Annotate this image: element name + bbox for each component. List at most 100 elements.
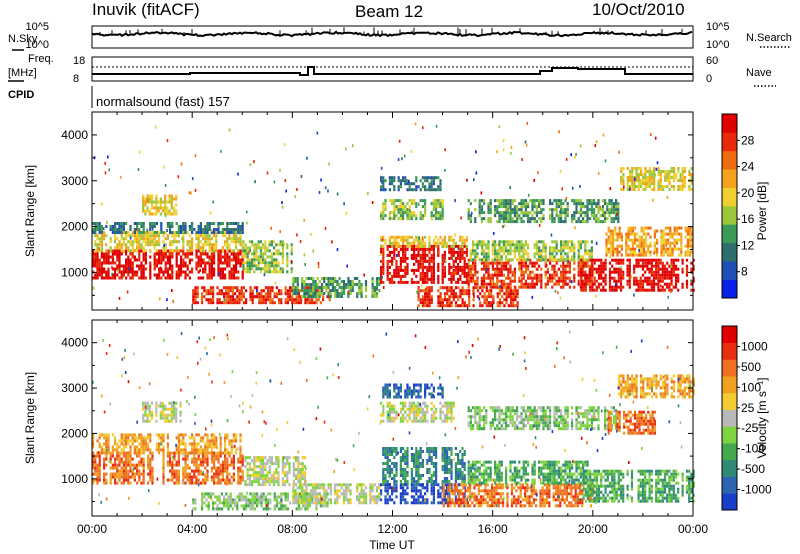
power-cell — [634, 247, 637, 251]
power-cell — [498, 304, 502, 308]
power-cell — [439, 214, 442, 218]
power-cell — [248, 246, 251, 250]
power-cell — [153, 255, 156, 259]
power-cell — [498, 292, 502, 296]
power-cell — [238, 289, 241, 293]
power-cell — [173, 237, 176, 241]
power-cell — [217, 249, 220, 253]
power-cell — [169, 258, 172, 262]
power-cell — [529, 261, 532, 265]
power-cell — [172, 206, 176, 210]
velocity-cell — [166, 460, 169, 464]
power-cell — [601, 208, 604, 212]
power-cell — [248, 249, 251, 253]
power-cell — [421, 199, 424, 203]
power-cell — [380, 265, 383, 269]
power-cell — [334, 295, 337, 298]
velocity-cell — [197, 454, 200, 458]
power-cell — [617, 258, 620, 262]
power-cell — [577, 258, 580, 262]
power-cell — [155, 240, 158, 244]
power-cell — [593, 279, 596, 283]
power-cell — [155, 252, 158, 256]
power-cell — [388, 280, 391, 284]
power-cell — [513, 285, 516, 289]
power-cell — [611, 270, 614, 274]
velocity-cell — [213, 463, 216, 467]
power-cell — [655, 273, 658, 277]
power-cell — [568, 261, 571, 265]
power-cell — [675, 238, 678, 242]
power-cell — [613, 267, 616, 271]
power-cell — [573, 258, 576, 262]
power-cell — [109, 261, 112, 265]
power-cell — [566, 264, 569, 268]
power-cell — [564, 270, 567, 274]
power-cell — [459, 274, 462, 278]
power-cell — [419, 247, 422, 251]
power-cell — [388, 211, 391, 215]
power-cell — [589, 279, 592, 283]
power-cell — [399, 274, 402, 278]
power-cell — [142, 273, 145, 277]
power-cell — [579, 211, 582, 215]
power-cell — [266, 270, 269, 274]
power-cell — [404, 265, 407, 269]
power-cell — [406, 262, 409, 266]
power-cell — [673, 226, 676, 230]
power-cell — [505, 199, 508, 203]
power-cell — [397, 271, 400, 275]
power-cell — [629, 232, 632, 236]
power-cell — [496, 258, 499, 262]
power-cell — [397, 241, 400, 245]
power-cell — [109, 237, 112, 241]
power-cell — [129, 264, 132, 268]
power-cell — [358, 289, 361, 292]
power-cell — [614, 229, 617, 233]
power-cell — [206, 273, 209, 277]
power-cell — [242, 286, 245, 290]
power-cell — [507, 240, 510, 244]
power-cell — [158, 276, 161, 280]
power-cell — [166, 234, 169, 238]
power-cell — [120, 246, 123, 250]
power-cell — [653, 188, 656, 191]
velocity-cell — [182, 472, 185, 476]
power-cell — [142, 234, 145, 238]
power-cell — [155, 200, 158, 204]
power-cell — [404, 253, 407, 257]
power-cell — [386, 271, 389, 275]
power-cell — [171, 252, 174, 256]
power-cell — [683, 170, 687, 173]
power-cell — [406, 244, 409, 248]
power-cell — [281, 255, 284, 259]
power-cell — [208, 237, 211, 241]
power-cell — [202, 249, 205, 253]
power-cell — [520, 267, 523, 271]
power-cell — [242, 295, 245, 299]
power-cell — [498, 301, 502, 305]
power-cell — [535, 214, 538, 218]
power-cell — [273, 270, 276, 274]
power-cell — [675, 173, 678, 176]
power-speck — [194, 154, 197, 158]
power-cell — [527, 243, 530, 247]
power-cell — [555, 214, 558, 218]
power-cell — [157, 206, 160, 210]
power-cell — [652, 285, 656, 289]
power-cell — [388, 241, 391, 245]
power-cell — [92, 222, 95, 225]
power-cell — [202, 252, 205, 256]
velocity-cell — [149, 457, 152, 461]
power-cell — [162, 240, 165, 244]
power-cell — [351, 286, 354, 289]
power-speck — [263, 273, 266, 277]
power-cell — [171, 249, 174, 253]
power-cell — [608, 211, 611, 215]
velocity-cell — [182, 466, 185, 470]
power-cell — [463, 301, 466, 305]
power-cell — [228, 222, 231, 225]
power-cell — [659, 279, 662, 283]
power-cell — [419, 262, 422, 266]
power-cell — [684, 244, 687, 248]
